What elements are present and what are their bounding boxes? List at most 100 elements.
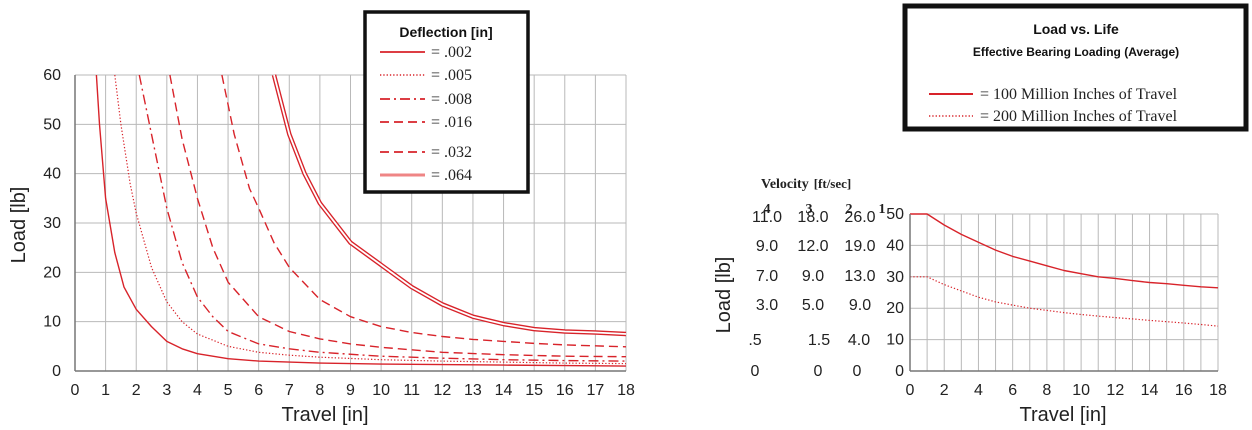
series-line-3: [138, 74, 627, 362]
legend-entry-label: = 100 Million Inches of Travel: [980, 86, 1178, 103]
load-life-chart-x-axis-label: Travel [in]: [1019, 404, 1106, 426]
deflection-chart-x-axis-label: Travel [in]: [281, 404, 368, 426]
load-life-legend-entries: = 100 Million Inches of Travel = 200 Mill…: [929, 86, 1178, 125]
velocity-cell: 7.0: [756, 268, 778, 285]
x-tick-label: 2: [132, 382, 141, 399]
y-tick-label: 20: [43, 264, 61, 281]
velocity-cell: 4.0: [848, 332, 870, 349]
x-tick-label: 18: [617, 382, 635, 399]
velocity-cell: 3.0: [756, 297, 778, 314]
y-tick-label: 50: [886, 206, 904, 223]
x-tick-label: 16: [1175, 382, 1193, 399]
deflection-chart-x-ticks: 0 1 2 3 4 5 6 7 8 9 10 11 12 13 14 15 16 17 18: [71, 382, 635, 399]
x-tick-label: 14: [1141, 382, 1159, 399]
load-life-chart-curves: [910, 213, 1219, 327]
series-line-6-inner: [273, 74, 627, 335]
series-line-4: [169, 74, 627, 358]
x-tick-label: 13: [464, 382, 482, 399]
y-tick-label: 40: [886, 237, 904, 254]
load-life-chart-grid: [910, 213, 1219, 371]
x-tick-label: 10: [1072, 382, 1090, 399]
x-tick-label: 0: [71, 382, 80, 399]
x-tick-label: 17: [586, 382, 604, 399]
deflection-chart-curves: [95, 74, 627, 367]
series-line-5: [221, 74, 627, 348]
series-line-1: [95, 74, 627, 367]
velocity-cell: 5.0: [802, 297, 824, 314]
velocity-cell: 9.0: [756, 238, 778, 255]
x-tick-label: 12: [433, 382, 451, 399]
x-tick-label: 4: [974, 382, 983, 399]
deflection-chart-y-ticks: 0 10 20 30 40 50 60: [43, 67, 61, 380]
velocity-title: Velocity [ft/sec]: [761, 176, 851, 192]
x-tick-label: 6: [254, 382, 263, 399]
x-tick-label: 15: [525, 382, 543, 399]
load-life-chart-y-ticks: 0 10 20 30 40 50: [886, 206, 904, 380]
y-tick-label: 10: [43, 314, 61, 331]
legend-entry-label: = .032: [431, 144, 472, 161]
deflection-legend-frame: [363, 10, 530, 194]
load-life-legend-frame: [902, 3, 1249, 132]
x-tick-label: 4: [193, 382, 202, 399]
x-tick-label: 8: [1042, 382, 1051, 399]
velocity-cell: 9.0: [802, 268, 824, 285]
deflection-chart: 0 1 2 3 4 5 6 7 8 9 10 11 12 13 14 15 16 17 18 01020304050…: [8, 10, 635, 426]
x-tick-label: 2: [940, 382, 949, 399]
legend-entry-label: = .008: [431, 91, 472, 108]
velocity-cell: 1.5: [808, 332, 830, 349]
velocity-table: Velocity [ft/sec] 4 3 2 1 11.0 18.0 26.0 9.0 12.…: [748, 176, 885, 380]
load-life-chart-axes: [909, 214, 1218, 372]
y-tick-label: 30: [886, 269, 904, 286]
x-tick-label: 11: [403, 382, 420, 399]
series-line-2: [114, 74, 627, 365]
velocity-cell: 0: [814, 363, 823, 380]
x-tick-label: 12: [1106, 382, 1124, 399]
velocity-cell: .5: [748, 332, 761, 349]
legend-entry-label: = .002: [431, 44, 472, 61]
velocity-header: 3: [806, 202, 813, 217]
velocity-header: 1: [879, 202, 886, 217]
legend-entry-label: = .016: [431, 114, 472, 131]
velocity-cell: 0: [751, 363, 760, 380]
x-tick-label: 10: [372, 382, 390, 399]
x-tick-label: 3: [162, 382, 171, 399]
x-tick-label: 9: [346, 382, 355, 399]
legend-entry-label: = 200 Million Inches of Travel: [980, 108, 1178, 125]
legend-entry-label: = .064: [431, 167, 472, 184]
y-tick-label: 50: [43, 116, 61, 133]
velocity-cell: 13.0: [844, 268, 875, 285]
x-tick-label: 0: [906, 382, 915, 399]
y-tick-label: 60: [43, 67, 61, 84]
x-tick-label: 16: [556, 382, 574, 399]
velocity-cell: 26.0: [844, 209, 875, 226]
velocity-cell: 19.0: [844, 238, 875, 255]
velocity-cell: 11.0: [752, 209, 782, 226]
x-tick-label: 1: [101, 382, 110, 399]
velocity-unit: [ft/sec]: [814, 176, 852, 191]
y-tick-label: 0: [52, 363, 61, 380]
velocity-header: 4: [764, 202, 771, 217]
velocity-cell: 12.0: [797, 238, 828, 255]
y-tick-label: 40: [43, 166, 61, 183]
velocity-header: 2: [846, 202, 853, 217]
y-tick-label: 30: [43, 215, 61, 232]
x-tick-label: 5: [224, 382, 233, 399]
velocity-rows: 11.0 18.0 26.0 9.0 12.0 19.0 7.0 9.0 13.0 3.0 5.0 9…: [748, 209, 875, 380]
legend-entry-label: = .005: [431, 67, 472, 84]
y-tick-label: 0: [895, 363, 904, 380]
load-life-legend-subtitle: Effective Bearing Loading (Average): [973, 45, 1179, 59]
velocity-cell: 9.0: [849, 297, 871, 314]
deflection-legend: Deflection [in] = .002 = .005 = .008 = .016…: [363, 10, 530, 194]
deflection-chart-axes: [74, 75, 626, 372]
load-life-legend-title: Load vs. Life: [1033, 21, 1119, 37]
deflection-legend-title: Deflection [in]: [399, 24, 492, 40]
velocity-title-text: Velocity: [761, 177, 809, 192]
x-tick-label: 6: [1008, 382, 1017, 399]
deflection-legend-entries: = .002 = .005 = .008 = .016 = .032 = .064: [380, 44, 472, 184]
x-tick-label: 7: [285, 382, 294, 399]
y-tick-label: 10: [886, 332, 904, 349]
velocity-cell: 18.0: [797, 209, 828, 226]
deflection-chart-y-axis-label: Load [lb]: [8, 187, 30, 264]
